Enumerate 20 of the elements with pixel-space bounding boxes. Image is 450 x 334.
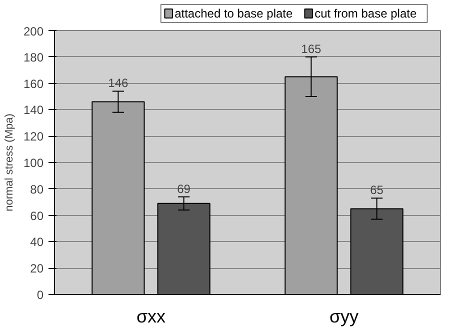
- data-label: 146: [108, 76, 129, 90]
- data-label: 69: [177, 182, 191, 196]
- y-tick-label: 60: [30, 208, 44, 223]
- legend-label: cut from base plate: [314, 6, 417, 20]
- y-tick-label: 160: [23, 76, 44, 91]
- y-tick-label: 100: [23, 156, 44, 170]
- x-tick-label: σyy: [329, 306, 359, 326]
- data-label: 165: [301, 42, 322, 56]
- y-tick-label: 140: [23, 103, 44, 118]
- y-tick-label: 0: [36, 288, 44, 302]
- legend-label: attached to base plate: [174, 6, 294, 20]
- y-tick-label: 120: [23, 130, 44, 144]
- y-axis-title: normal stress (Mpa): [3, 114, 16, 212]
- data-label: 65: [370, 183, 384, 198]
- y-tick-label: 20: [30, 262, 44, 276]
- y-tick-label: 200: [23, 24, 44, 38]
- y-tick-label: 40: [30, 235, 44, 250]
- y-tick-label: 180: [23, 50, 44, 64]
- x-tick-label: σxx: [136, 306, 166, 326]
- y-tick-label: 80: [30, 182, 44, 196]
